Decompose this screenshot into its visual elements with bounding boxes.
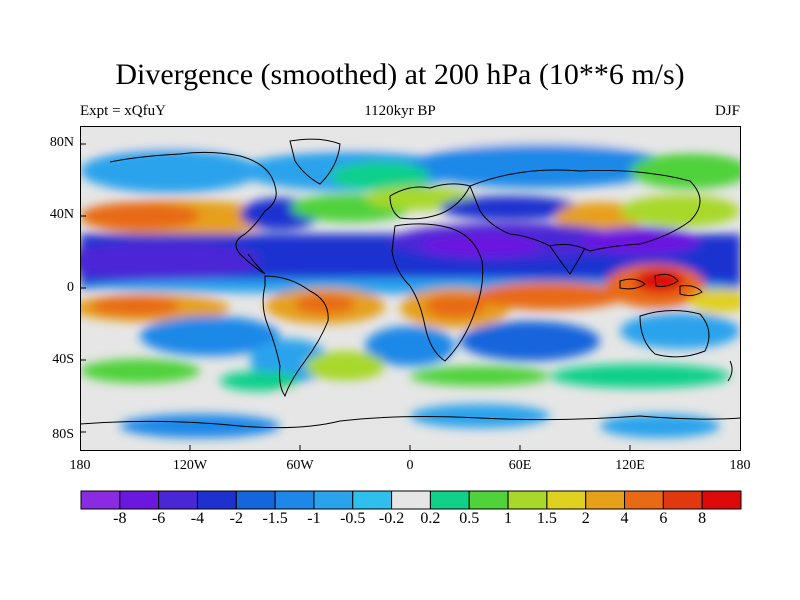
colorbar-label: 2 [581,510,590,527]
lon-label-180e: 180 [729,458,751,473]
colorbar-swatch [662,490,703,510]
colorbar-label: -4 [190,510,205,527]
season-label: DJF [714,103,740,119]
lon-label-60w: 60W [286,458,314,473]
colorbar-label: 4 [620,510,629,527]
colorbar-label: 6 [659,510,668,527]
colorbar-swatch [585,490,626,510]
lon-label-120w: 120W [172,458,208,473]
lon-label-180w: 180 [69,458,91,473]
colorbar-swatch [546,490,587,510]
colorbar-label: -8 [113,510,127,527]
colorbar-swatch [429,490,470,510]
colorbar-swatch [196,490,237,510]
colorbar-swatch [235,490,276,510]
colorbar-label: 0.2 [420,510,441,527]
colorbar-swatch [352,490,393,510]
lat-label-80n: 80N [49,135,74,150]
lat-label-40s: 40S [52,352,74,367]
colorbar-swatch [507,490,548,510]
lon-label-60e: 60E [508,458,532,473]
colorbar-label: 8 [698,510,707,527]
colorbar-swatch [701,490,742,510]
map-ticks [80,143,631,451]
divergence-map [80,126,741,451]
coastlines [80,138,741,429]
colorbar-label: -0.5 [340,510,366,527]
colorbar-label: -1.5 [262,510,288,527]
colorbar-label: -6 [151,510,166,527]
lat-label-80s: 80S [52,427,74,442]
colorbar-swatch [391,490,431,510]
lon-label-120e: 120E [615,458,645,473]
colorbar-swatch [468,490,509,510]
period-label: 1120kyr BP [364,103,436,119]
colorbar-swatch [624,490,664,510]
colorbar-swatch [119,490,160,510]
colorbar-label: 1.5 [536,510,557,527]
lon-label-0: 0 [406,458,414,473]
colorbar-label: 1 [504,510,513,527]
experiment-label: Expt = xQfuY [80,103,166,119]
colorbar-label: 0.5 [459,510,480,527]
lat-label-0: 0 [67,280,74,295]
field-blob [80,149,260,193]
colorbar-swatch [80,490,121,510]
colorbar-swatch [313,490,354,510]
plot-title: Divergence (smoothed) at 200 hPa (10**6 … [115,58,685,91]
colorbar-label: -1 [307,510,321,527]
colorbar-swatch [274,490,315,510]
colorbar-label: -0.2 [378,510,405,527]
lat-label-40n: 40N [49,207,74,222]
colorbar-swatch [158,490,198,510]
colorbar-label: -2 [229,510,243,527]
colorbar [80,490,742,510]
